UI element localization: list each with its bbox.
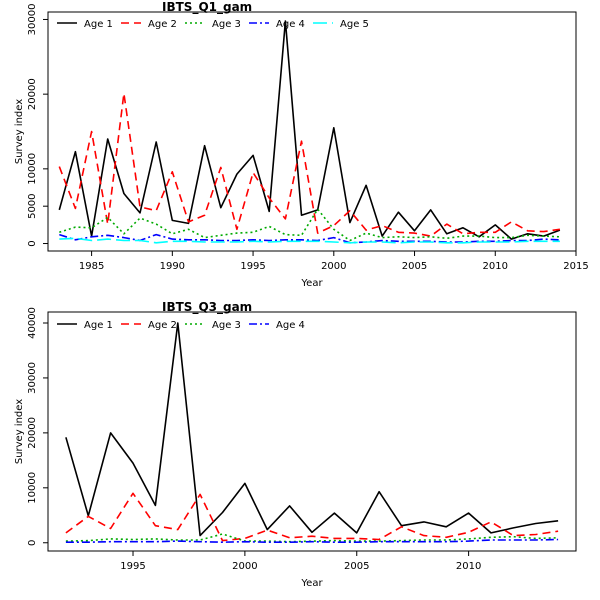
series-line-age-4 [65,538,559,544]
series-line-age-1 [58,20,561,240]
x-tick-label: 2000 [232,561,257,572]
y-tick-label: 40000 [27,307,38,339]
y-tick-label: 30000 [27,362,38,394]
y-axis-label: Survey index [14,99,25,164]
y-tick-label: 10000 [27,153,38,185]
y-tick-label: 5000 [27,193,38,218]
y-tick-label: 0 [27,240,38,246]
chart-title: IBTS_Q1_gam [162,0,252,15]
legend-label: Age 4 [276,19,305,30]
series-line-age-1 [65,322,559,537]
x-tick-label: 2010 [456,561,481,572]
legend-label: Age 3 [212,320,241,331]
y-axis-label: Survey index [14,399,25,464]
y-tick-label: 10000 [27,472,38,504]
series-line-age-5 [59,237,560,244]
x-tick-label: 2005 [344,561,369,572]
plot-frame [47,11,577,252]
x-tick-label: 1990 [160,261,185,272]
chart-panel-q3: IBTS_Q3_gam Year Survey index 1995 2000 2005 2… [14,300,577,589]
chart-title: IBTS_Q3_gam [162,300,252,315]
series-line-age-3 [59,208,560,242]
y-tick-label: 20000 [27,417,38,449]
legend-label: Age 2 [148,320,177,331]
legend-label: Age 1 [84,320,113,331]
y-tick-label: 0 [27,540,38,546]
series-line-age-2 [65,492,559,542]
x-tick-label: 1995 [240,261,265,272]
legend-label: Age 1 [84,19,113,30]
y-tick-label: 30000 [27,4,38,36]
series-line-age-4 [59,233,560,244]
legend-label: Age 3 [212,19,241,30]
chart-panel-q1: IBTS_Q1_gam Year Survey index 1985 1990 1995 2… [14,0,589,289]
legend-label: Age 5 [340,19,369,30]
y-tick-label: 20000 [27,78,38,110]
x-tick-label: 2010 [483,261,508,272]
legend-label: Age 4 [276,320,305,331]
plot-frame [47,311,577,552]
x-tick-label: 2005 [402,261,427,272]
x-tick-label: 2000 [321,261,346,272]
x-tick-label: 1995 [120,561,145,572]
x-axis-label: Year [300,278,323,289]
x-tick-label: 1985 [79,261,104,272]
legend-label: Age 2 [148,19,177,30]
x-tick-label: 2015 [563,261,588,272]
series-line-age-2 [58,92,561,237]
x-axis-label: Year [300,578,323,589]
